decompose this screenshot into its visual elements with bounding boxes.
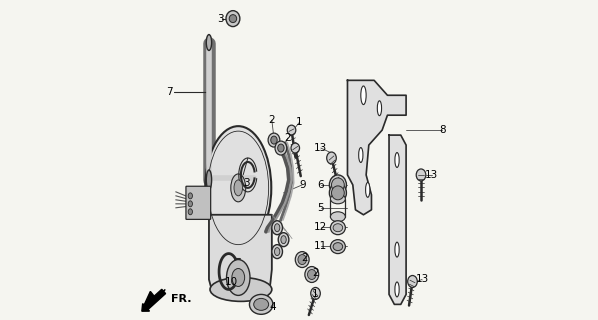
Ellipse shape	[226, 11, 240, 27]
Text: 13: 13	[314, 143, 328, 153]
Ellipse shape	[227, 260, 250, 295]
Ellipse shape	[365, 182, 370, 197]
Ellipse shape	[333, 224, 343, 232]
Ellipse shape	[295, 252, 309, 268]
Polygon shape	[389, 135, 406, 304]
Text: 5: 5	[318, 203, 324, 213]
Ellipse shape	[327, 152, 336, 164]
Polygon shape	[347, 80, 406, 215]
Ellipse shape	[307, 269, 316, 279]
Text: 8: 8	[439, 125, 446, 135]
Text: 2: 2	[301, 252, 308, 263]
Text: FR.: FR.	[170, 294, 191, 304]
Ellipse shape	[275, 141, 287, 155]
Text: 3: 3	[217, 14, 224, 24]
Text: 1: 1	[312, 289, 319, 300]
Ellipse shape	[271, 136, 277, 144]
Ellipse shape	[249, 294, 273, 314]
FancyArrow shape	[142, 289, 166, 311]
Ellipse shape	[416, 169, 426, 181]
Polygon shape	[209, 215, 272, 289]
Ellipse shape	[329, 175, 346, 195]
Text: 11: 11	[314, 241, 328, 251]
Ellipse shape	[272, 221, 282, 235]
Ellipse shape	[395, 153, 399, 167]
Ellipse shape	[281, 236, 286, 244]
Ellipse shape	[206, 170, 212, 190]
Ellipse shape	[206, 35, 212, 51]
Ellipse shape	[231, 174, 246, 202]
Polygon shape	[144, 289, 165, 307]
Ellipse shape	[305, 267, 319, 283]
Ellipse shape	[210, 277, 272, 301]
Ellipse shape	[278, 233, 289, 247]
Ellipse shape	[331, 186, 344, 200]
Text: 4: 4	[270, 302, 276, 312]
Text: 2: 2	[269, 115, 275, 125]
Text: 7: 7	[166, 87, 172, 97]
Ellipse shape	[331, 194, 346, 204]
Ellipse shape	[395, 282, 399, 297]
Ellipse shape	[298, 255, 306, 265]
Text: 6: 6	[318, 180, 324, 190]
Ellipse shape	[361, 86, 366, 105]
Text: 12: 12	[314, 222, 328, 232]
Ellipse shape	[274, 224, 280, 232]
Ellipse shape	[331, 178, 344, 192]
Text: 9: 9	[299, 180, 306, 190]
Text: 3: 3	[243, 178, 249, 188]
Ellipse shape	[188, 209, 193, 215]
Text: 2: 2	[312, 268, 319, 277]
Text: 13: 13	[416, 275, 429, 284]
Ellipse shape	[232, 268, 245, 286]
Ellipse shape	[272, 244, 282, 259]
Ellipse shape	[331, 212, 346, 222]
Ellipse shape	[254, 298, 269, 310]
Ellipse shape	[291, 143, 300, 153]
Text: 1: 1	[296, 117, 303, 127]
Ellipse shape	[287, 125, 296, 135]
Ellipse shape	[408, 276, 417, 287]
Ellipse shape	[331, 221, 346, 235]
FancyBboxPatch shape	[186, 186, 210, 220]
Ellipse shape	[229, 15, 237, 23]
Text: 10: 10	[225, 277, 238, 287]
Ellipse shape	[329, 183, 346, 203]
Ellipse shape	[331, 240, 346, 253]
Ellipse shape	[268, 133, 280, 147]
Ellipse shape	[277, 144, 284, 152]
Text: 13: 13	[425, 170, 438, 180]
Text: 2: 2	[285, 133, 291, 143]
Ellipse shape	[274, 248, 280, 256]
Ellipse shape	[311, 287, 321, 300]
Ellipse shape	[359, 148, 363, 163]
Ellipse shape	[333, 243, 343, 251]
Ellipse shape	[234, 180, 243, 196]
Ellipse shape	[188, 201, 193, 207]
Ellipse shape	[188, 193, 193, 199]
Ellipse shape	[205, 126, 271, 250]
Ellipse shape	[395, 242, 399, 257]
Ellipse shape	[377, 101, 382, 116]
